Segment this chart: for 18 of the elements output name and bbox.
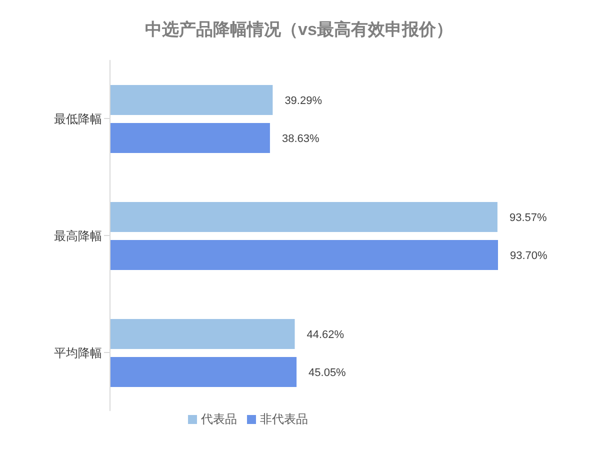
bar (110, 319, 295, 349)
data-label: 45.05% (308, 367, 346, 379)
legend-label: 非代表品 (260, 412, 308, 426)
legend-label: 代表品 (201, 412, 237, 426)
data-label: 93.70% (510, 250, 548, 262)
data-label: 44.62% (306, 329, 344, 341)
bar (110, 123, 270, 153)
bar (110, 357, 297, 387)
y-tick-label: 最低降幅 (54, 112, 102, 126)
data-label: 39.29% (284, 95, 322, 107)
data-label: 38.63% (282, 133, 320, 145)
bar (110, 202, 498, 232)
data-label: 93.57% (509, 212, 547, 224)
chart-title: 中选产品降幅情况（vs最高有效申报价） (144, 19, 454, 41)
bar (110, 85, 273, 115)
y-tick-label: 平均降幅 (54, 346, 102, 360)
y-tick-label: 最高降幅 (54, 228, 102, 243)
bar (110, 240, 498, 270)
